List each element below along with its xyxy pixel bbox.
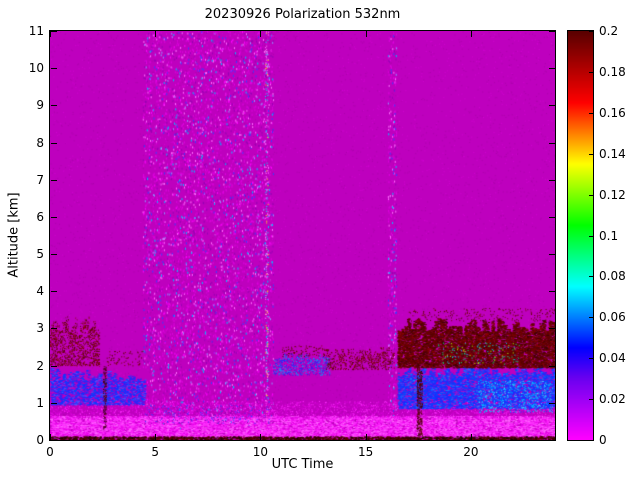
- y-tick-label: 0: [36, 433, 44, 447]
- colorbar-tick-mark: [589, 440, 593, 441]
- y-tick-label: 2: [36, 358, 44, 373]
- y-tick-mark-right: [549, 440, 555, 441]
- colorbar-tick-label: 0: [599, 433, 607, 447]
- y-tick-label: 7: [36, 172, 44, 187]
- colorbar-tick-label: 0.18: [599, 64, 626, 79]
- y-tick-mark: [51, 440, 57, 441]
- y-tick-label: 8: [36, 135, 44, 150]
- colorbar-canvas: [568, 31, 593, 440]
- y-tick-label: 4: [36, 284, 44, 299]
- heatmap-canvas: [50, 31, 555, 440]
- chart-title: 20230926 Polarization 532nm: [204, 7, 401, 22]
- y-axis-label: Altitude [km]: [6, 192, 22, 278]
- y-tick-label: 11: [28, 24, 44, 38]
- colorbar-tick-label: 0.04: [599, 351, 626, 366]
- colorbar-tick-label: 0.08: [599, 269, 626, 284]
- x-axis-label: UTC Time: [271, 457, 334, 472]
- colorbar-tick-label: 0.02: [599, 392, 626, 407]
- colorbar-tick-label: 0.1: [599, 228, 619, 243]
- colorbar-tick-label: 0.14: [599, 146, 626, 161]
- y-tick-label: 9: [36, 98, 44, 113]
- y-tick-label: 3: [36, 321, 44, 336]
- y-tick-label: 10: [28, 61, 44, 76]
- y-tick-label: 1: [36, 395, 44, 410]
- colorbar-tick-label: 0.2: [599, 24, 619, 38]
- colorbar-tick-label: 0.12: [599, 187, 626, 202]
- colorbar-tick-label: 0.16: [599, 105, 626, 120]
- colorbar-tick-label: 0.06: [599, 310, 626, 325]
